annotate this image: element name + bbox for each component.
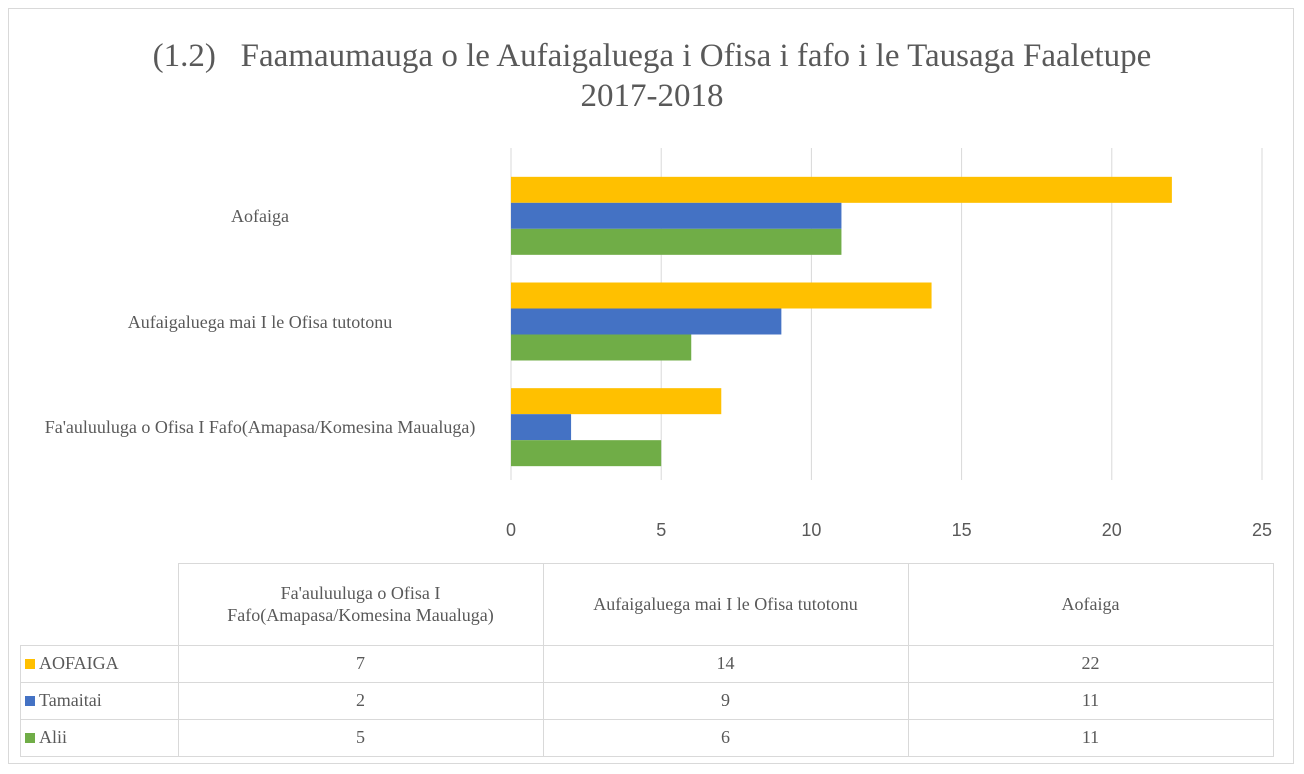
bar: [511, 176, 1172, 203]
table-cell: 7: [177, 644, 544, 683]
legend-label: Alii: [39, 727, 68, 747]
x-tick-label: 15: [952, 520, 972, 540]
legend-swatch: [25, 659, 35, 669]
bar: [511, 282, 932, 309]
table-cell: 5: [177, 718, 544, 757]
legend-swatch: [25, 696, 35, 706]
table-cell: 2: [177, 681, 544, 720]
table-header-row: Fa'auluuluga o Ofisa I Fafo(Amapasa/Kome…: [20, 563, 1274, 646]
category-label: Fa'auluuluga o Ofisa I Fafo(Amapasa/Kome…: [44, 417, 476, 438]
legend-label: Tamaitai: [39, 690, 102, 710]
table-legend-cell: Tamaitai: [20, 681, 179, 720]
chart-frame: [8, 8, 1294, 764]
bar: [511, 228, 842, 255]
table-header: Aufaigaluega mai I le Ofisa tutotonu: [542, 563, 909, 646]
category-label: Aofaiga: [231, 205, 289, 226]
table-cell: 6: [542, 718, 909, 757]
x-tick-label: 0: [506, 520, 516, 540]
x-tick-label: 5: [656, 520, 666, 540]
legend-swatch: [25, 733, 35, 743]
table-cell: 11: [907, 718, 1274, 757]
category-label: Aufaigaluega mai I le Ofisa tutotonu: [127, 311, 393, 332]
data-table: Fa'auluuluga o Ofisa I Fafo(Amapasa/Kome…: [20, 563, 1274, 757]
table-cell: 14: [542, 644, 909, 683]
x-tick-label: 25: [1252, 520, 1272, 540]
table-row: AOFAIGA 7 14 22: [20, 644, 1274, 683]
table-legend-cell: AOFAIGA: [20, 644, 179, 683]
table-cell: 11: [907, 681, 1274, 720]
chart-title: (1.2) Faamaumauga o le Aufaigaluega i Of…: [152, 38, 1160, 114]
table-row: Alii 5 6 11: [20, 718, 1274, 757]
x-tick-label: 20: [1102, 520, 1122, 540]
bar: [511, 202, 842, 229]
table-header: Fa'auluuluga o Ofisa I Fafo(Amapasa/Kome…: [177, 563, 544, 646]
table-cell: 22: [907, 644, 1274, 683]
bar: [511, 334, 692, 361]
table-row: Tamaitai 2 9 11: [20, 681, 1274, 720]
table-legend-cell: Alii: [20, 718, 179, 757]
table-header: Aofaiga: [907, 563, 1274, 646]
legend-label: AOFAIGA: [39, 653, 119, 673]
table-corner: [20, 563, 179, 646]
bar: [511, 388, 722, 415]
bar: [511, 308, 782, 335]
x-tick-label: 10: [801, 520, 821, 540]
table-cell: 9: [542, 681, 909, 720]
bar: [511, 414, 572, 441]
bar: [511, 440, 662, 467]
